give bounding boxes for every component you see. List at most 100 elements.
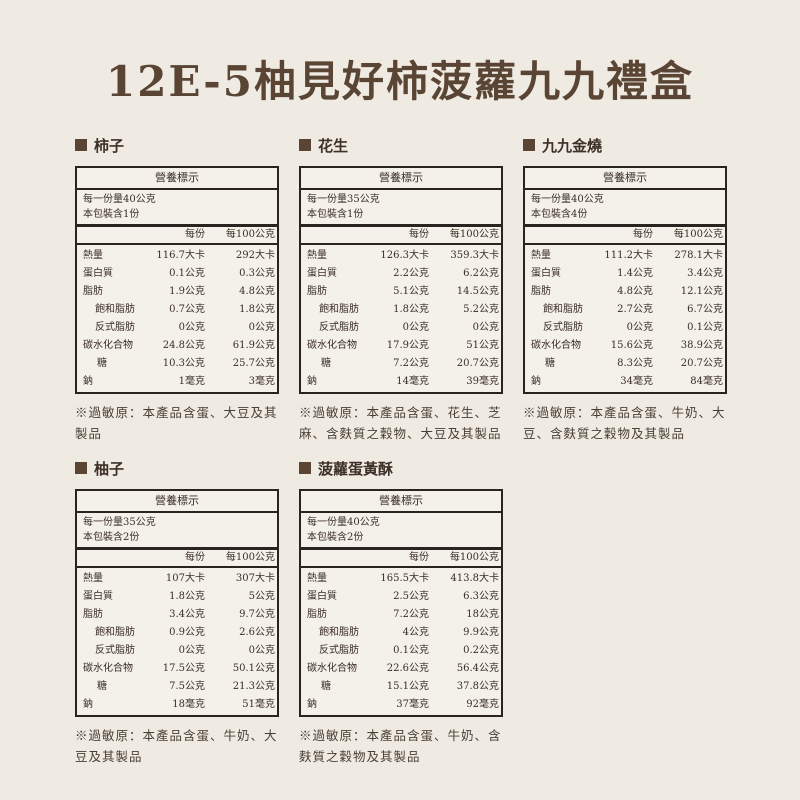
- nutrient-name: 脂肪: [307, 286, 327, 297]
- per-serving-value: 15.1公克: [386, 681, 429, 692]
- nutrient-row: 飽和脂肪 1.8公克 5.2公克: [301, 301, 501, 319]
- per-serving-value: 1.4公克: [617, 268, 653, 279]
- per-serving-value: 34毫克: [620, 376, 653, 387]
- allergen-note: ※過敏原：本產品含蛋、牛奶、含麩質之穀物及其製品: [299, 728, 502, 764]
- column-per-100g: 每100公克: [225, 552, 275, 563]
- nutrient-row: 糖 8.3公克 20.7公克: [525, 355, 725, 373]
- servings-per-package: 本包裝含2份: [83, 532, 140, 543]
- nutrient-row: 鈉 18毫克 51毫克: [77, 696, 277, 714]
- product-panel: 花生 營養標示 每一份量35公克 本包裝含1份 每份 每100公克 熱量 126.3大卡 359…: [299, 134, 503, 444]
- nutrient-row: 熱量 111.2大卡 278.1大卡: [525, 247, 725, 265]
- per-100g-value: 5公克: [248, 591, 275, 602]
- nutrient-name: 碳水化合物: [83, 663, 133, 674]
- nutrient-row: 飽和脂肪 0.7公克 1.8公克: [77, 301, 277, 319]
- product-panel: 九九金燒 營養標示 每一份量40公克 本包裝含4份 每份 每100公克 熱量 111.2大卡 2…: [523, 134, 727, 444]
- allergen-note: ※過敏原：本產品含蛋、牛奶、大豆及其製品: [75, 728, 278, 764]
- per-serving-value: 14毫克: [396, 376, 429, 387]
- nutrient-row: 反式脂肪 0公克 0公克: [77, 319, 277, 337]
- per-100g-value: 413.8大卡: [450, 573, 499, 584]
- per-serving-value: 0公克: [402, 322, 429, 333]
- product-name: 菠蘿蛋黃酥: [318, 459, 394, 478]
- per-serving-value: 3.4公克: [169, 609, 205, 620]
- nutrient-name: 碳水化合物: [307, 340, 357, 351]
- per-serving-value: 8.3公克: [617, 358, 653, 369]
- per-serving-value: 4.8公克: [617, 286, 653, 297]
- product-panel: 柿子 營養標示 每一份量40公克 本包裝含1份 每份 每100公克 熱量 116.7大卡 292…: [75, 134, 279, 444]
- per-100g-value: 18公克: [466, 609, 499, 620]
- nutrient-rows: 熱量 107大卡 307大卡 蛋白質 1.8公克 5公克 脂肪 3.4公克 9.7公克 飽和脂肪 0…: [77, 568, 277, 715]
- nutrient-row: 反式脂肪 0公克 0公克: [77, 642, 277, 660]
- per-100g-value: 84毫克: [690, 376, 723, 387]
- nutrient-row: 鈉 34毫克 84毫克: [525, 373, 725, 391]
- column-per-100g: 每100公克: [449, 229, 499, 240]
- column-header: 每份 每100公克: [525, 227, 725, 245]
- product-heading: 菠蘿蛋黃酥: [299, 457, 503, 479]
- per-100g-value: 51毫克: [242, 699, 275, 710]
- serving-size: 每一份量40公克: [83, 194, 156, 205]
- per-100g-value: 50.1公克: [232, 663, 275, 674]
- nutrient-rows: 熱量 111.2大卡 278.1大卡 蛋白質 1.4公克 3.4公克脂肪 4.8公克 12.1…: [525, 245, 725, 392]
- product-heading: 柿子: [75, 134, 279, 156]
- column-blank: [301, 550, 363, 566]
- per-serving-value: 17.9公克: [386, 340, 429, 351]
- nutrient-row: 糖 7.2公克 20.7公克: [301, 355, 501, 373]
- nutrient-row: 糖 15.1公克 37.8公克: [301, 678, 501, 696]
- nutrition-label: 營養標示 每一份量35公克 本包裝含2份 每份 每100公克 熱量 107大卡 307大卡 蛋白…: [75, 489, 279, 717]
- per-serving-value: 1.8公克: [393, 304, 429, 315]
- nutrient-rows: 熱量 126.3大卡 359.3大卡 蛋白質 2.2公克 6.2公克 脂肪 5.1公克 14.5…: [301, 245, 501, 392]
- nutrient-name: 脂肪: [531, 286, 551, 297]
- page-title: 12E-5柚見好柿菠蘿九九禮盒: [106, 57, 694, 106]
- nutrient-row: 鈉 37毫克 92毫克: [301, 696, 501, 714]
- nutrient-name: 熱量: [83, 573, 103, 584]
- per-100g-value: 278.1大卡: [674, 250, 723, 261]
- nutrient-row: 碳水化合物 17.5公克 50.1公克: [77, 660, 277, 678]
- nutrient-row: 蛋白質 1.4公克 3.4公克: [525, 265, 725, 283]
- square-bullet-icon: [75, 139, 87, 151]
- nutrient-row: 蛋白質 1.8公克 5公克: [77, 588, 277, 606]
- allergen-note: ※過敏原：本產品含蛋、大豆及其製品: [75, 405, 278, 441]
- per-serving-value: 22.6公克: [386, 663, 429, 674]
- nutrient-name: 脂肪: [83, 609, 103, 620]
- column-header: 每份 每100公克: [77, 550, 277, 568]
- per-100g-value: 12.1公克: [680, 286, 723, 297]
- nutrition-label: 營養標示 每一份量40公克 本包裝含2份 每份 每100公克 熱量 165.5大卡 413.8…: [299, 489, 503, 717]
- label-title: 營養標示: [301, 491, 501, 513]
- per-serving-value: 2.2公克: [393, 268, 429, 279]
- nutrient-name: 鈉: [307, 376, 317, 387]
- nutrition-label: 營養標示 每一份量40公克 本包裝含1份 每份 每100公克 熱量 116.7大卡 292大卡…: [75, 166, 279, 394]
- nutrient-name: 脂肪: [307, 609, 327, 620]
- column-per-serving: 每份: [633, 229, 653, 240]
- per-serving-value: 0公克: [178, 322, 205, 333]
- nutrient-name: 糖: [321, 358, 331, 369]
- product-name: 花生: [318, 136, 349, 155]
- label-title: 營養標示: [525, 168, 725, 190]
- per-100g-value: 0公克: [248, 322, 275, 333]
- per-100g-value: 20.7公克: [680, 358, 723, 369]
- column-blank: [301, 227, 363, 243]
- allergen-note: ※過敏原：本產品含蛋、牛奶、大豆、含麩質之穀物及其製品: [523, 405, 726, 441]
- nutrient-row: 脂肪 5.1公克 14.5公克: [301, 283, 501, 301]
- per-serving-value: 2.7公克: [617, 304, 653, 315]
- nutrient-name: 飽和脂肪: [543, 304, 583, 315]
- nutrient-row: 碳水化合物 17.9公克 51公克: [301, 337, 501, 355]
- nutrient-row: 反式脂肪 0公克 0公克: [301, 319, 501, 337]
- nutrient-row: 熱量 116.7大卡 292大卡: [77, 247, 277, 265]
- per-100g-value: 5.2公克: [463, 304, 499, 315]
- product-name: 九九金燒: [542, 136, 603, 155]
- nutrient-rows: 熱量 116.7大卡 292大卡 蛋白質 0.1公克 0.3公克 脂肪 1.9公克 4.8公克飽…: [77, 245, 277, 392]
- nutrient-name: 鈉: [531, 376, 541, 387]
- per-100g-value: 6.2公克: [463, 268, 499, 279]
- per-100g-value: 0.3公克: [239, 268, 275, 279]
- servings-per-package: 本包裝含4份: [531, 209, 588, 220]
- per-serving-value: 165.5大卡: [380, 573, 429, 584]
- nutrient-row: 蛋白質 2.5公克 6.3公克: [301, 588, 501, 606]
- column-per-100g: 每100公克: [449, 552, 499, 563]
- serving-info: 每一份量40公克 本包裝含1份: [77, 190, 277, 227]
- column-blank: [525, 227, 587, 243]
- label-title: 營養標示: [77, 491, 277, 513]
- column-header: 每份 每100公克: [77, 227, 277, 245]
- column-per-serving: 每份: [185, 229, 205, 240]
- per-100g-value: 292大卡: [235, 250, 275, 261]
- per-100g-value: 39毫克: [466, 376, 499, 387]
- per-100g-value: 61.9公克: [232, 340, 275, 351]
